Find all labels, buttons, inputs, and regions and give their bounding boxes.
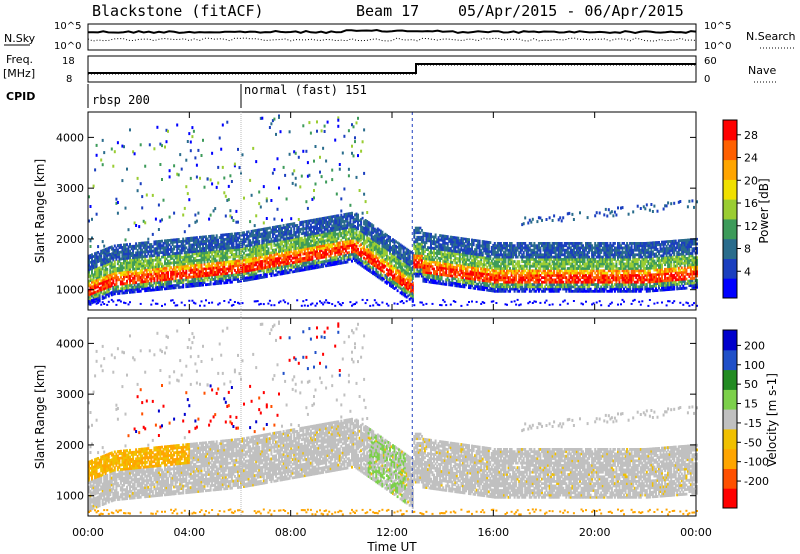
- nsearch-line: [87, 37, 697, 42]
- freq-tick-bottom: 8: [66, 74, 72, 85]
- x-axis-label: Time UT: [366, 540, 417, 554]
- x-tick-label: 00:00: [72, 526, 104, 539]
- colorbar-tick-label: 4: [744, 265, 751, 278]
- freq-panel: Freq. [MHz] 18 8 60 0 Nave: [3, 53, 778, 85]
- cpid-label: CPID: [6, 90, 35, 103]
- cpid-segment-1: rbsp 200: [92, 93, 150, 107]
- colorbar-swatch: [723, 389, 737, 410]
- colorbar-tick-label: 100: [744, 359, 765, 372]
- freq-unit: [MHz]: [3, 67, 35, 80]
- nave-tick-top: 60: [704, 56, 717, 67]
- colorbar-swatch: [723, 349, 737, 371]
- colorbar-swatch: [723, 199, 737, 220]
- colorbar-swatch: [723, 409, 737, 430]
- colorbar-tick-label: -100: [744, 456, 769, 469]
- colorbar-swatch: [723, 258, 737, 279]
- velocity-colorbar: 200 100 50 15 -15 -50 -100 -200 Velocity [m s-1…: [722, 329, 779, 509]
- nsky-label: N.Sky: [4, 32, 36, 45]
- velocity-panel: 1000 2000 3000 4000 Slant Range [km]: [33, 317, 698, 517]
- x-tick-label: 00:00: [680, 526, 712, 539]
- colorbar-tick-label: -50: [744, 436, 762, 449]
- nsearch-label: N.Search: [746, 30, 796, 43]
- power-y-ticks: 1000 2000 3000 4000: [56, 131, 696, 297]
- cpid-segment-2: normal (fast) 151: [244, 83, 367, 97]
- nave-label: Nave: [748, 64, 776, 77]
- colorbar-tick-label: 12: [744, 220, 758, 233]
- velocity-heatmap: [88, 318, 698, 516]
- power-ylabel: Slant Range [km]: [33, 159, 47, 263]
- nsky-panel: N.Sky 10^5 10^0 10^5 10^0 N.Search: [4, 21, 796, 52]
- freq-tick-top: 18: [62, 56, 75, 67]
- colorbar-tick-label: 200: [744, 339, 765, 352]
- velocity-ylabel: Slant Range [km]: [33, 365, 47, 469]
- nave-line: [88, 64, 696, 75]
- nsky-line: [88, 28, 697, 35]
- beam-label: Beam 17: [356, 2, 419, 20]
- date-range: 05/Apr/2015 - 06/Apr/2015: [458, 2, 684, 20]
- freq-label: Freq.: [6, 53, 33, 66]
- y-tick-label: 1000: [56, 490, 84, 503]
- velocity-y-ticks: 1000 2000 3000 4000: [56, 337, 696, 503]
- y-tick-label: 4000: [56, 337, 84, 350]
- colorbar-swatch: [723, 159, 737, 180]
- power-colorbar-label: Power [dB]: [757, 178, 771, 243]
- colorbar-swatch: [723, 238, 737, 259]
- nsky-tick-bottom: 10^0: [54, 41, 81, 52]
- x-tick-label: 16:00: [477, 526, 509, 539]
- colorbar-swatch: [723, 488, 737, 509]
- nave-tick-bottom: 0: [704, 74, 710, 85]
- power-heatmap: [88, 112, 698, 310]
- velocity-colorbar-label: Velocity [m s-1]: [765, 373, 779, 467]
- colorbar-swatch: [723, 120, 737, 141]
- y-tick-label: 4000: [56, 131, 84, 144]
- colorbar-tick-label: 20: [744, 174, 758, 187]
- station-title: Blackstone (fitACF): [92, 2, 264, 20]
- colorbar-tick-label: 16: [744, 197, 758, 210]
- x-axis-ticks: 00:00 04:00 08:00 12:00 16:00 20:00 00:00: [72, 112, 712, 539]
- cpid-row: CPID rbsp 200 normal (fast) 151: [6, 83, 367, 108]
- colorbar-swatch: [723, 468, 737, 489]
- x-tick-label: 12:00: [376, 526, 408, 539]
- colorbar-swatch: [723, 218, 737, 240]
- power-colorbar: 4 8 12 16 20 24 28 Power [dB]: [722, 119, 771, 299]
- x-tick-label: 04:00: [173, 526, 205, 539]
- y-tick-label: 1000: [56, 284, 84, 297]
- power-panel: 1000 2000 3000 4000 Slant Range [km]: [33, 111, 698, 311]
- colorbar-swatch: [723, 278, 737, 299]
- colorbar-swatch: [723, 330, 737, 351]
- x-tick-label: 20:00: [579, 526, 611, 539]
- colorbar-swatch: [723, 139, 737, 161]
- x-tick-label: 08:00: [275, 526, 307, 539]
- nsearch-tick-bottom: 10^0: [704, 41, 731, 52]
- colorbar-swatch: [723, 179, 737, 200]
- colorbar-tick-label: 50: [744, 378, 758, 391]
- y-tick-label: 3000: [56, 182, 84, 195]
- colorbar-tick-label: 8: [744, 243, 751, 256]
- nsearch-tick-top: 10^5: [704, 21, 731, 32]
- colorbar-tick-label: -15: [744, 417, 762, 430]
- colorbar-tick-label: 24: [744, 152, 758, 165]
- colorbar-swatch: [723, 428, 737, 450]
- y-tick-label: 2000: [56, 439, 84, 452]
- colorbar-tick-label: 15: [744, 398, 758, 411]
- colorbar-tick-label: -200: [744, 475, 769, 488]
- y-tick-label: 2000: [56, 233, 84, 246]
- colorbar-tick-label: 28: [744, 129, 758, 142]
- colorbar-swatch: [723, 369, 737, 390]
- y-tick-label: 3000: [56, 388, 84, 401]
- colorbar-swatch: [723, 448, 737, 469]
- nsky-tick-top: 10^5: [54, 21, 81, 32]
